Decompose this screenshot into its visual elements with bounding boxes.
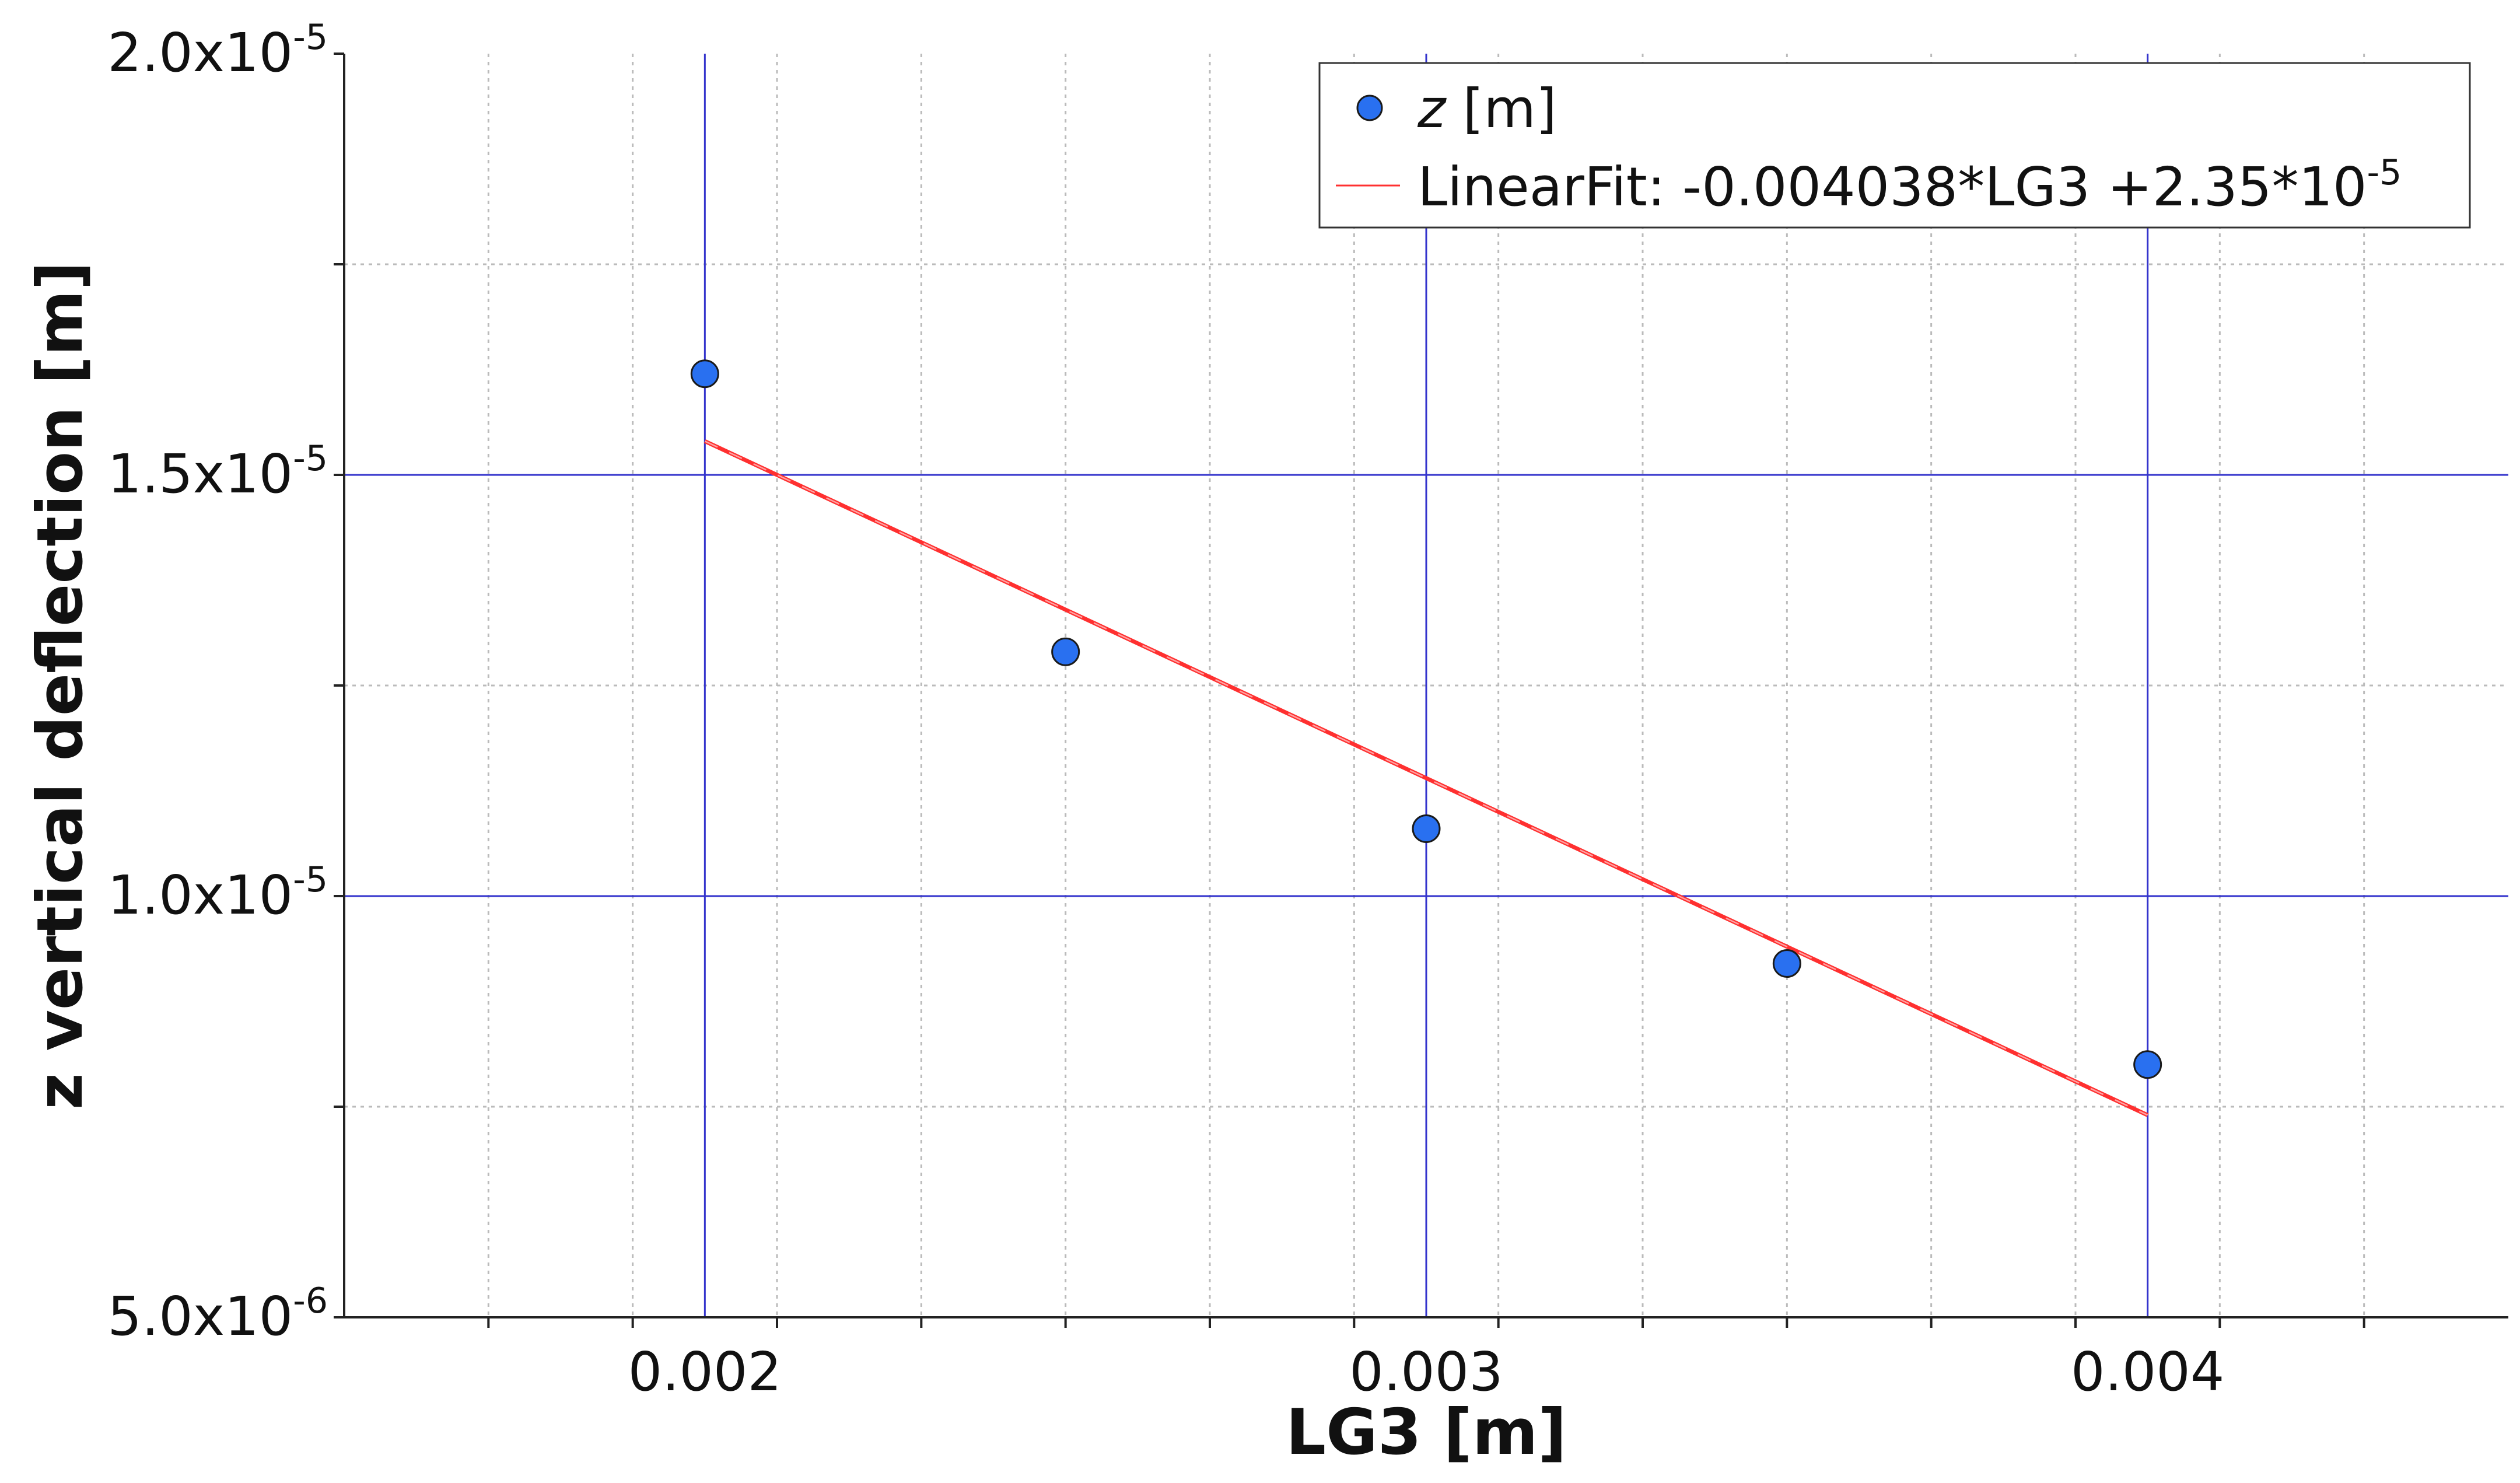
y-tick-exponent: -5: [293, 438, 328, 479]
y-tick-label: 1.5x10-5: [107, 438, 328, 505]
y-tick-base: 1.0x10: [107, 864, 293, 926]
legend-z-italic: z: [1417, 78, 1447, 140]
y-tick-base: 1.5x10: [107, 443, 293, 505]
data-point: [1412, 814, 1441, 843]
legend-marker-icon: [1356, 95, 1383, 121]
y-tick-base: 5.0x10: [107, 1285, 293, 1348]
data-point: [1051, 637, 1080, 666]
legend-entry-linearfit: LinearFit: -0.004038*LG3 +2.35*10-5: [1418, 152, 2402, 218]
y-tick-exponent: -6: [293, 1281, 328, 1321]
legend-entry-z: z [m]: [1417, 78, 1557, 140]
linear-fit-dash: [704, 440, 2148, 1116]
data-point: [1772, 949, 1801, 978]
x-axis-title: LG3 [m]: [1286, 1396, 1566, 1469]
x-tick-label: 0.003: [1349, 1341, 1503, 1403]
y-tick-exponent: -5: [293, 17, 328, 58]
legend-box: [1318, 62, 2471, 229]
fit-line-layer: [704, 439, 2149, 1117]
x-tick-label: 0.004: [2071, 1341, 2224, 1403]
y-tick-base: 2.0x10: [107, 22, 293, 84]
data-point: [2133, 1050, 2162, 1079]
data-point: [690, 359, 719, 389]
tick-labels: 0.002 0.003 0.0045.0x10-61.0x10-51.5x10-52…: [107, 17, 2224, 1403]
y-axis-title: z vertical deflection [m]: [24, 261, 97, 1110]
x-tick-label: 0.002: [628, 1341, 782, 1403]
legend-fit-exponent: -5: [2367, 152, 2402, 193]
legend-fit-label: LinearFit: -0.004038*LG3 +2.35*10: [1418, 156, 2367, 218]
data-points: [690, 359, 2162, 1079]
major-grid: [344, 54, 2508, 1317]
legend-z-unit: [m]: [1446, 78, 1557, 140]
y-tick-label: 1.0x10-5: [107, 859, 328, 926]
plot-frame: [334, 53, 2508, 1328]
y-tick-label: 2.0x10-5: [107, 17, 328, 84]
legend: z [m] LinearFit: -0.004038*LG3 +2.35*10-…: [1318, 62, 2471, 229]
y-tick-label: 5.0x10-6: [107, 1281, 328, 1348]
y-tick-exponent: -5: [293, 859, 328, 900]
